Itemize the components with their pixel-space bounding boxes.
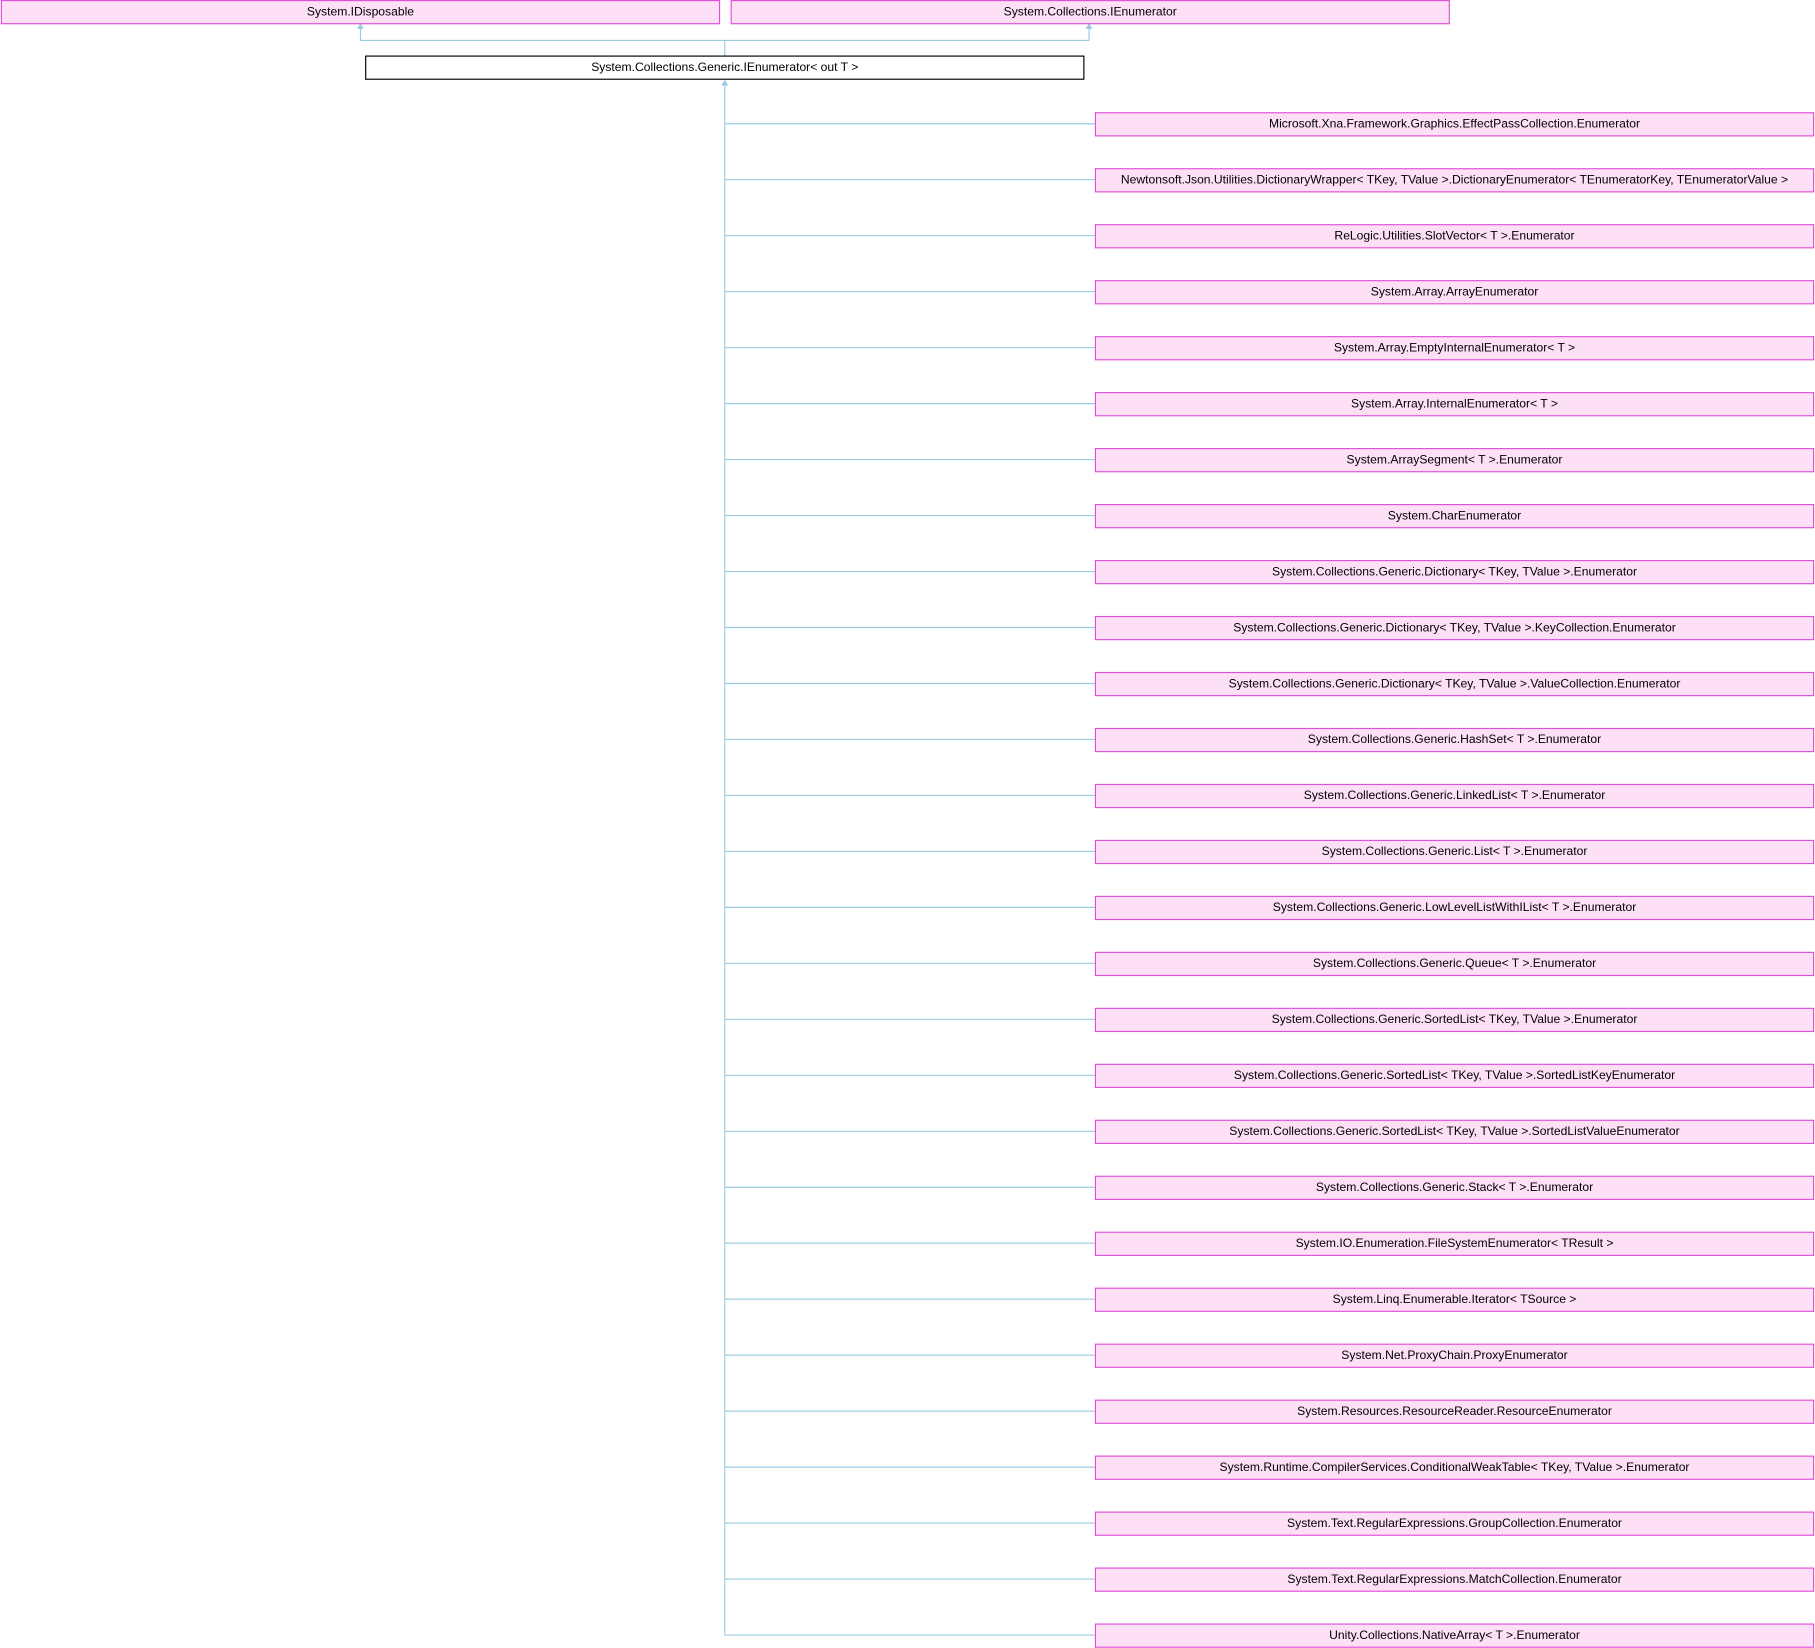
child-label: System.CharEnumerator <box>1388 508 1521 522</box>
child-label: System.Collections.Generic.LowLevelListW… <box>1273 900 1636 914</box>
child-box <box>1094 1119 1815 1145</box>
child-label: ReLogic.Utilities.SlotVector< T >.Enumer… <box>1334 228 1574 242</box>
child-label: System.Text.RegularExpressions.GroupColl… <box>1287 1516 1622 1530</box>
child-label: System.Collections.Generic.SortedList< T… <box>1229 1124 1679 1138</box>
child-label: System.Collections.Generic.HashSet< T >.… <box>1308 732 1601 746</box>
child-box <box>1094 1175 1815 1200</box>
child-label: System.Collections.Generic.Dictionary< T… <box>1229 676 1681 690</box>
child-box <box>1094 336 1815 361</box>
child-box <box>1094 1231 1815 1256</box>
child-box <box>1094 727 1815 753</box>
parent-label: System.Collections.IEnumerator <box>1004 4 1177 18</box>
child-label: Microsoft.Xna.Framework.Graphics.EffectP… <box>1269 117 1640 131</box>
child-box <box>1094 280 1815 305</box>
child-label: System.Array.EmptyInternalEnumerator< T … <box>1334 340 1575 354</box>
child-box <box>1094 1511 1815 1536</box>
child-label: System.Collections.Generic.Queue< T >.En… <box>1313 956 1596 970</box>
child-box <box>1094 224 1815 249</box>
child-label: System.Array.InternalEnumerator< T > <box>1351 396 1558 410</box>
child-label: System.Text.RegularExpressions.MatchColl… <box>1287 1572 1621 1586</box>
child-label: System.Runtime.CompilerServices.Conditio… <box>1220 1460 1690 1474</box>
child-label: System.Collections.Generic.Dictionary< T… <box>1233 620 1676 634</box>
child-box <box>1094 392 1815 417</box>
child-box <box>1094 1343 1815 1368</box>
child-box <box>1094 1399 1815 1424</box>
child-label: System.Net.ProxyChain.ProxyEnumerator <box>1341 1348 1567 1362</box>
child-box <box>1094 112 1815 137</box>
child-label: System.Collections.Generic.List< T >.Enu… <box>1322 844 1588 858</box>
child-box <box>1094 1567 1815 1592</box>
child-box <box>1094 1623 1815 1648</box>
child-label: System.Collections.Generic.Stack< T >.En… <box>1316 1180 1593 1194</box>
child-label: System.Collections.Generic.LinkedList< T… <box>1304 788 1605 802</box>
parent-label: System.IDisposable <box>307 4 414 18</box>
main-box <box>365 55 1085 80</box>
child-label: System.ArraySegment< T >.Enumerator <box>1347 452 1563 466</box>
child-box <box>1094 895 1815 921</box>
child-box <box>1094 448 1815 473</box>
child-box <box>1094 783 1815 809</box>
parent-box <box>730 0 1450 25</box>
child-box <box>1094 615 1815 641</box>
child-box <box>1094 1063 1815 1089</box>
child-label: System.Array.ArrayEnumerator <box>1371 284 1539 298</box>
child-box <box>1094 168 1815 193</box>
child-box <box>1094 951 1815 977</box>
child-box <box>1094 1455 1815 1480</box>
child-box <box>1094 839 1815 865</box>
child-label: System.IO.Enumeration.FileSystemEnumerat… <box>1296 1236 1614 1250</box>
child-box <box>1094 671 1815 697</box>
child-label: System.Collections.Generic.SortedList< T… <box>1234 1068 1675 1082</box>
child-label: System.Resources.ResourceReader.Resource… <box>1297 1404 1612 1418</box>
child-box <box>1094 559 1815 585</box>
child-box <box>1094 1007 1815 1033</box>
child-label: Unity.Collections.NativeArray< T >.Enume… <box>1329 1628 1580 1642</box>
main-arrow <box>721 79 729 86</box>
parent-edges <box>359 27 1090 56</box>
child-box <box>1094 1287 1815 1312</box>
child-label: System.Linq.Enumerable.Iterator< TSource… <box>1333 1292 1577 1306</box>
child-label: System.Collections.Generic.Dictionary< T… <box>1272 564 1637 578</box>
parent-box <box>0 0 721 25</box>
child-label: Newtonsoft.Json.Utilities.DictionaryWrap… <box>1121 173 1788 187</box>
child-label: System.Collections.Generic.SortedList< T… <box>1272 1012 1638 1026</box>
main-label: System.Collections.Generic.IEnumerator< … <box>591 60 858 74</box>
child-box <box>1094 503 1815 529</box>
